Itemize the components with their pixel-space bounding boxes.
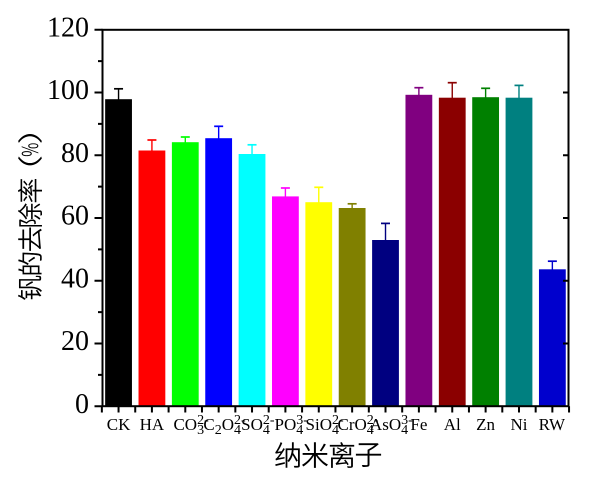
svg-text:Zn: Zn: [476, 415, 495, 434]
svg-text:4: 4: [367, 423, 374, 438]
svg-text:O: O: [222, 415, 234, 434]
svg-text:0: 0: [75, 389, 89, 420]
svg-text:3: 3: [197, 423, 204, 438]
svg-text:4: 4: [401, 423, 408, 438]
svg-text:40: 40: [61, 263, 89, 294]
svg-text:Al: Al: [444, 415, 461, 434]
svg-text:80: 80: [61, 138, 89, 169]
svg-text:2-: 2-: [263, 413, 275, 428]
svg-text:4: 4: [263, 423, 270, 438]
svg-text:100: 100: [47, 75, 89, 106]
svg-text:CO: CO: [173, 415, 197, 434]
svg-text:C: C: [203, 415, 214, 434]
svg-text:HA: HA: [140, 415, 165, 434]
svg-text:Ni: Ni: [510, 415, 527, 434]
svg-text:2-: 2-: [332, 413, 344, 428]
svg-text:AsO: AsO: [370, 415, 401, 434]
svg-text:CrO: CrO: [338, 415, 367, 434]
svg-text:4: 4: [234, 423, 241, 438]
svg-text:4: 4: [296, 423, 303, 438]
svg-text:2-: 2-: [367, 413, 379, 428]
svg-text:Fe: Fe: [410, 415, 427, 434]
svg-text:3-: 3-: [401, 413, 413, 428]
svg-text:SO: SO: [241, 415, 263, 434]
svg-text:CK: CK: [107, 415, 131, 434]
svg-text:2-: 2-: [234, 413, 246, 428]
svg-text:60: 60: [61, 201, 89, 232]
svg-text:120: 120: [47, 12, 89, 43]
svg-text:RW: RW: [539, 415, 566, 434]
svg-text:3-: 3-: [296, 413, 308, 428]
svg-text:20: 20: [61, 326, 89, 357]
svg-text:2-: 2-: [197, 413, 209, 428]
svg-text:PO: PO: [275, 415, 297, 434]
svg-text:4: 4: [332, 423, 339, 438]
svg-text:SiO: SiO: [306, 415, 332, 434]
svg-text:2: 2: [215, 423, 222, 438]
